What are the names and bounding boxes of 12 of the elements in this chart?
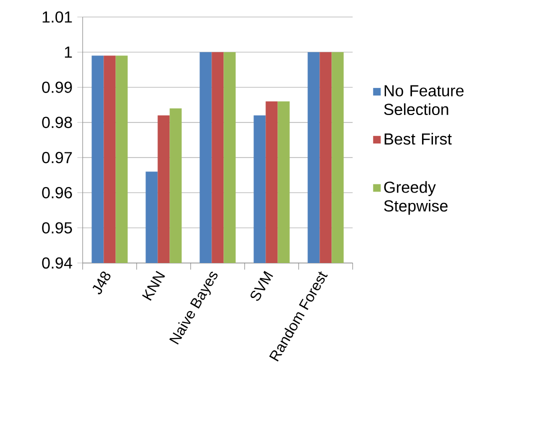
y-tick-label: 0.98 — [42, 116, 72, 128]
legend-label: No Feature Selection — [384, 85, 464, 116]
y-tick-label: 0.95 — [42, 222, 72, 234]
y-tick-label: 0.94 — [42, 257, 72, 269]
y-tick-label: 0.96 — [42, 187, 72, 198]
legend-label: Greedy Stepwise — [384, 181, 448, 215]
x-tick-label: J48 — [92, 272, 110, 294]
y-tick-label: 0.99 — [42, 82, 72, 93]
legend-label: Best First — [384, 132, 452, 145]
y-tick-label: 0.97 — [42, 152, 72, 164]
y-tick-label: 1.01 — [42, 11, 72, 23]
y-tick-label: 1 — [64, 46, 72, 58]
